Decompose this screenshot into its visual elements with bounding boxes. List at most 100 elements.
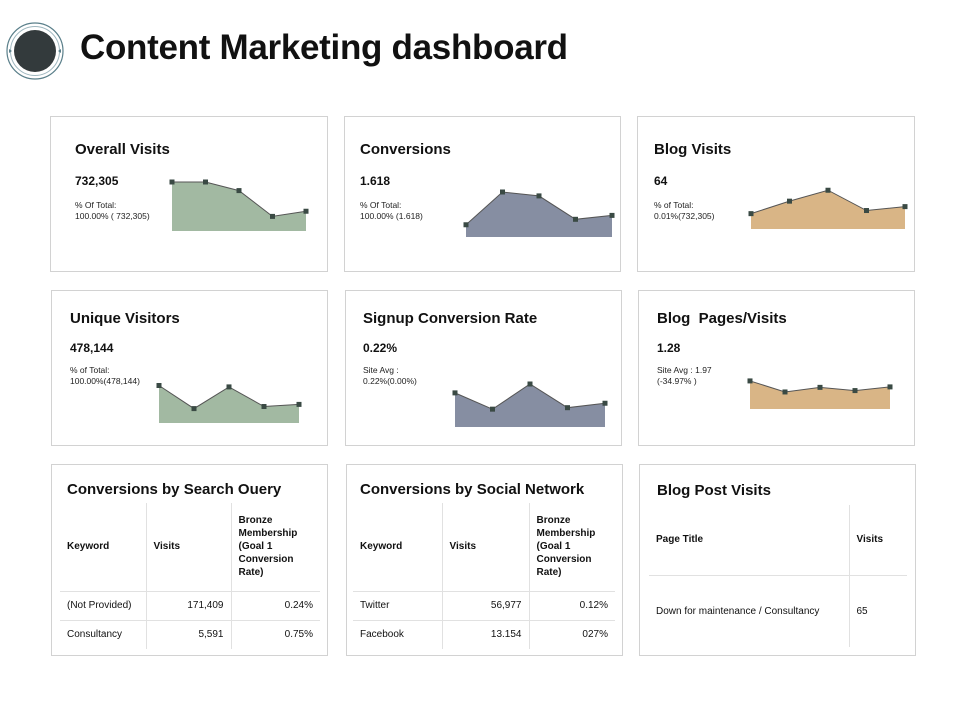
sparkline-point: [782, 389, 788, 395]
table-row: (Not Provided) 171,409 0.24%: [60, 590, 320, 621]
sparkline-point: [463, 222, 469, 228]
column-header: Visits: [145, 503, 232, 592]
sparkline-area: [455, 384, 605, 427]
keyword-cell: Consultancy: [60, 619, 147, 649]
metric-sub-label: Site Avg : 1.97: [657, 365, 712, 375]
signup-conversion-rate-card: Signup Conversion Rate 0.22% Site Avg : …: [345, 290, 622, 446]
card-title: Blog Pages/Visits: [657, 310, 787, 327]
sparkline-area: [751, 190, 905, 229]
blog-post-visits-card: Blog Post Visits Page Title Visits Down …: [639, 464, 916, 656]
unique-visitors-card: Unique Visitors 478,144 % of Total: 100.…: [51, 290, 328, 446]
search-query-table: Keyword Visits Bronze Membership (Goal 1…: [60, 503, 320, 649]
metric-value: 1.618: [360, 174, 391, 188]
card-title: Blog Post Visits: [657, 482, 771, 499]
sparkline-point: [573, 216, 578, 222]
sparkline-area: [750, 380, 890, 409]
unique-visitors-sparkline: [156, 383, 302, 423]
metric-sub-label: % Of Total:: [75, 200, 117, 210]
sparkline-point: [787, 198, 792, 204]
card-title: Overall Visits: [75, 141, 170, 158]
sparkline-point: [527, 381, 533, 387]
column-header: Bronze Membership (Goal 1 Conversion Rat…: [230, 503, 320, 592]
page-title-cell: Down for maintenance / Consultancy: [649, 574, 850, 647]
blog-pages-visits-sparkline: [747, 378, 893, 409]
visits-cell: 13.154: [441, 619, 530, 649]
visits-cell: 171,409: [145, 590, 232, 621]
social-network-card: Conversions by Social Network Keyword Vi…: [346, 464, 623, 656]
metric-value: 1.28: [657, 341, 681, 355]
metric-sub-label: % of Total:: [70, 365, 110, 375]
sparkline-point: [852, 388, 858, 394]
metric-sub-label: % Of Total:: [360, 200, 402, 210]
search-query-card: Conversions by Search Ouery Keyword Visi…: [51, 464, 328, 656]
sparkline-area: [466, 192, 612, 237]
sparkline-point: [156, 383, 162, 388]
card-title: Conversions: [360, 141, 451, 158]
table-row: Consultancy 5,591 0.75%: [60, 619, 320, 649]
signup-conversion-rate-sparkline: [452, 381, 608, 427]
metric-sub-value: (-34.97% ): [657, 376, 697, 386]
metric-sub-value: 0.01%(732,305): [654, 211, 715, 221]
conversion-rate-cell: 0.24%: [230, 590, 320, 621]
table-row: Facebook 13.154 027%: [353, 619, 615, 649]
social-network-table: Keyword Visits Bronze Membership (Goal 1…: [353, 503, 615, 649]
metric-sub-label: % of Total:: [654, 200, 694, 210]
column-header: Bronze Membership (Goal 1 Conversion Rat…: [528, 503, 615, 592]
conversion-rate-cell: 0.75%: [230, 619, 320, 649]
visits-cell: 5,591: [145, 619, 232, 649]
card-title: Blog Visits: [654, 141, 732, 158]
sparkline-point: [817, 384, 823, 390]
card-title: Unique Visitors: [70, 310, 180, 327]
visits-cell: 56,977: [441, 590, 530, 621]
logo-icon: [6, 22, 64, 80]
metric-sub-value: 0.22%(0.00%): [363, 376, 417, 386]
sparkline-point: [452, 390, 458, 396]
conversion-rate-cell: 027%: [528, 619, 615, 649]
sparkline-point: [609, 212, 615, 218]
sparkline-point: [825, 187, 831, 193]
metric-sub-value: 100.00% (1.618): [360, 211, 423, 221]
sparkline-point: [261, 404, 267, 409]
overall-visits-sparkline: [169, 179, 309, 231]
metric-value: 0.22%: [363, 341, 398, 355]
sparkline-point: [203, 179, 208, 185]
conversion-rate-cell: 0.12%: [528, 590, 615, 621]
page-title: Content Marketing dashboard: [80, 28, 568, 67]
table-row: Twitter 56,977 0.12%: [353, 590, 615, 621]
blog-post-visits-table: Page Title Visits Down for maintenance /…: [649, 505, 907, 647]
metric-sub-value: 100.00% ( 732,305): [75, 211, 150, 221]
column-header: Keyword: [60, 503, 147, 592]
visits-cell: 65: [848, 574, 907, 647]
table-header-row: Keyword Visits Bronze Membership (Goal 1…: [60, 503, 320, 592]
blog-visits-sparkline: [748, 187, 908, 229]
sparkline-point: [887, 384, 893, 390]
metric-value: 64: [654, 174, 668, 188]
sparkline-point: [303, 208, 309, 214]
metric-sub-value: 100.00%(478,144): [70, 376, 140, 386]
sparkline-point: [296, 401, 302, 407]
network-cell: Twitter: [353, 590, 443, 621]
sparkline-point: [500, 189, 505, 195]
metric-sub-label: Site Avg :: [363, 365, 399, 375]
network-cell: Facebook: [353, 619, 443, 649]
sparkline-point: [270, 213, 275, 219]
sparkline-point: [864, 208, 869, 214]
card-title: Conversions by Search Ouery: [67, 481, 282, 498]
blog-visits-card: Blog Visits 64 % of Total: 0.01%(732,305…: [637, 116, 915, 272]
card-title: Conversions by Social Network: [360, 481, 585, 498]
column-header: Visits: [441, 503, 530, 592]
sparkline-point: [565, 405, 570, 411]
table-header-row: Keyword Visits Bronze Membership (Goal 1…: [353, 503, 615, 592]
metric-value: 732,305: [75, 174, 119, 188]
column-header: Visits: [848, 505, 907, 576]
metric-value: 478,144: [70, 341, 114, 355]
sparkline-point: [226, 384, 232, 390]
sparkline-point: [191, 406, 197, 412]
sparkline-point: [748, 211, 754, 217]
conversions-sparkline: [463, 189, 615, 237]
sparkline-point: [490, 406, 495, 412]
sparkline-point: [236, 188, 242, 194]
blog-pages-visits-card: Blog Pages/Visits 1.28 Site Avg : 1.97 (…: [638, 290, 915, 446]
overall-visits-card: Overall Visits 732,305 % Of Total: 100.0…: [50, 116, 328, 272]
sparkline-area: [159, 385, 299, 423]
